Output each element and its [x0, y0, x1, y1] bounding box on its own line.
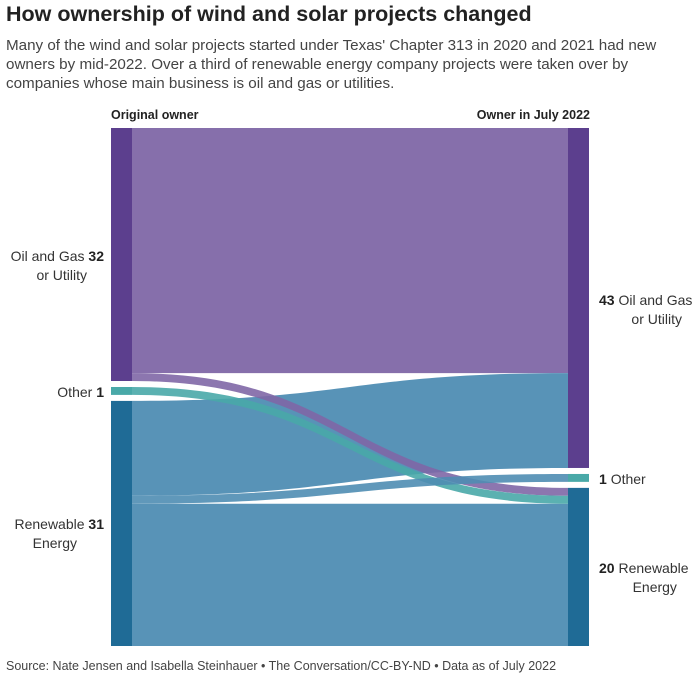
- left-label-oil-gas: Oil and Gas 32 or Utility: [11, 247, 104, 285]
- sankey-flows: [132, 128, 568, 646]
- right-label-oil-gas: 43 Oil and Gas or Utility: [599, 291, 692, 329]
- chart-title: How ownership of wind and solar projects…: [6, 2, 532, 26]
- chart-subtitle: Many of the wind and solar projects star…: [6, 37, 657, 92]
- right-label-other: 1 Other: [599, 470, 646, 489]
- left-label-other-line1: Other: [57, 384, 93, 400]
- left-label-renewable-line1: Renewable: [14, 516, 85, 532]
- right-node-other_right: [568, 473, 589, 482]
- right-label-renewable-line1: Renewable: [618, 560, 689, 576]
- left-value-renewable: 31: [88, 516, 104, 532]
- right-value-renewable: 20: [599, 560, 615, 576]
- right-label-other-line1: Other: [610, 471, 646, 487]
- right-node-ren_right: [568, 487, 589, 646]
- left-value-oil-gas: 32: [88, 248, 104, 264]
- left-column-header: Original owner: [111, 108, 199, 122]
- left-label-renewable: Renewable 31 Energy: [14, 515, 104, 553]
- left-node-ren_left: [111, 400, 132, 646]
- right-value-oil-gas: 43: [599, 292, 615, 308]
- flow-og_left-to-ren_right: [132, 373, 568, 496]
- left-label-oil-gas-line1: Oil and Gas: [10, 248, 85, 264]
- left-node-other_left: [111, 387, 132, 395]
- source-note: Source: Nate Jensen and Isabella Steinha…: [6, 659, 557, 673]
- right-label-oil-gas-line2: or Utility: [631, 311, 682, 327]
- right-node-og_right: [568, 128, 589, 468]
- flow-ren_left-to-other_right: [132, 473, 568, 504]
- flow-ren_left-to-ren_right: [132, 503, 568, 646]
- right-column-header: Owner in July 2022: [476, 108, 590, 122]
- left-label-oil-gas-line2: or Utility: [36, 267, 87, 283]
- sankey-nodes: [111, 128, 589, 646]
- left-label-renewable-line2: Energy: [32, 535, 77, 551]
- right-label-oil-gas-line1: Oil and Gas: [618, 292, 693, 308]
- left-value-other: 1: [96, 384, 104, 400]
- flow-og_left-to-og_right: [132, 128, 568, 374]
- right-label-renewable: 20 Renewable Energy: [599, 559, 689, 597]
- left-node-og_left: [111, 128, 132, 381]
- right-value-other: 1: [599, 471, 607, 487]
- left-label-other: Other 1: [57, 383, 104, 402]
- right-label-renewable-line2: Energy: [632, 579, 677, 595]
- flow-other_left-to-ren_right: [132, 387, 568, 504]
